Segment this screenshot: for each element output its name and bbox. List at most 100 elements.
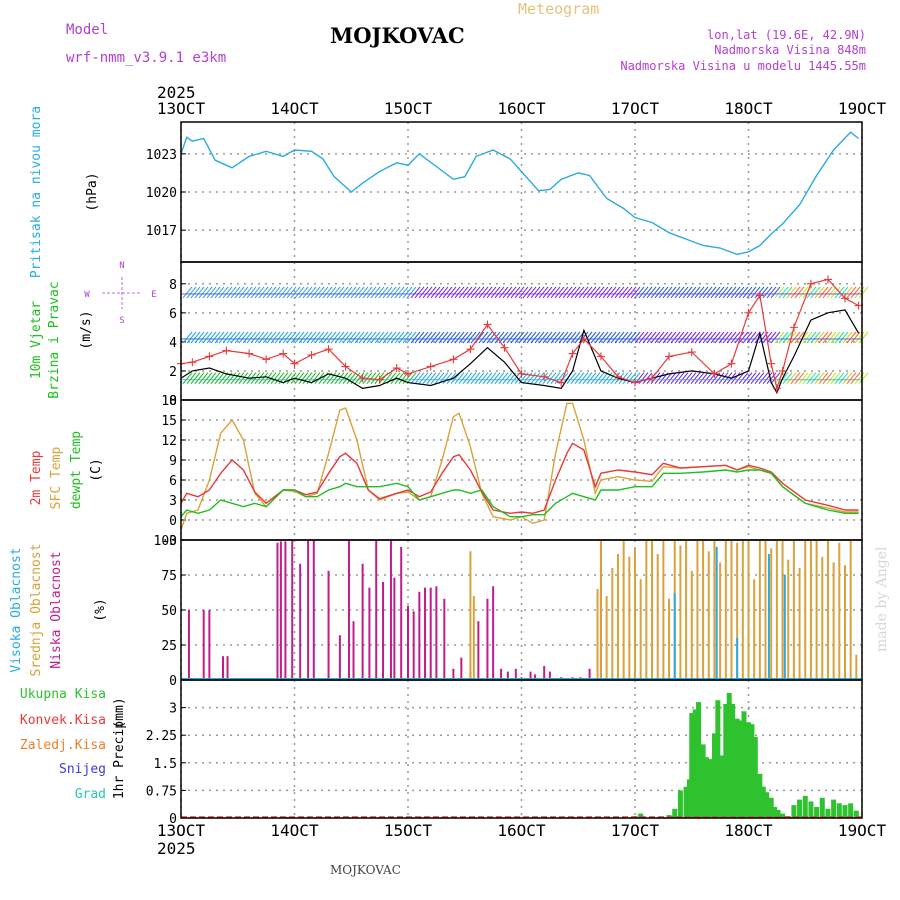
wind-barb bbox=[402, 286, 413, 299]
wind-label-1: 10m Vjetar bbox=[29, 301, 44, 379]
wind-barb bbox=[270, 286, 281, 299]
wind-barb bbox=[198, 331, 209, 344]
xtick-top: 17OCT bbox=[611, 99, 660, 118]
wind-barb bbox=[266, 286, 277, 299]
t2m-line bbox=[180, 442, 859, 515]
wind-barb bbox=[622, 372, 633, 385]
precip-bar bbox=[760, 786, 766, 818]
precip-bar bbox=[741, 711, 747, 818]
wind-barb bbox=[778, 331, 789, 344]
wind-barb bbox=[290, 331, 301, 344]
wind-barb bbox=[378, 286, 389, 299]
wind-barb bbox=[394, 286, 405, 299]
wind-gust-marker bbox=[426, 362, 435, 371]
precip-bar bbox=[842, 805, 848, 818]
wind-barb bbox=[578, 286, 589, 299]
wind-barb bbox=[766, 331, 777, 344]
wind-barb bbox=[246, 286, 257, 299]
wind-barb bbox=[694, 331, 705, 344]
wind-barb bbox=[418, 372, 429, 385]
wind-barb bbox=[810, 286, 821, 299]
compass-s: S bbox=[119, 316, 124, 326]
wind-barb bbox=[450, 286, 461, 299]
wind-barb bbox=[218, 286, 229, 299]
ytick-label-precip: 3 bbox=[169, 702, 177, 717]
wind-barb bbox=[362, 286, 373, 299]
wind-barb bbox=[318, 331, 329, 344]
wind-gust-marker bbox=[500, 343, 509, 352]
temp-sfc-label: SFC Temp bbox=[49, 447, 64, 510]
wind-barb bbox=[314, 286, 325, 299]
wind-barb bbox=[614, 286, 625, 299]
wind-barb bbox=[718, 331, 729, 344]
wind-barb bbox=[474, 286, 485, 299]
precip-bar bbox=[734, 718, 740, 818]
wind-gust-marker bbox=[631, 378, 639, 387]
wind-barb bbox=[510, 331, 521, 344]
precip-bar bbox=[764, 792, 770, 818]
wind-barb bbox=[458, 372, 469, 385]
wind-barb bbox=[730, 372, 741, 385]
wind-barb bbox=[566, 331, 577, 344]
wind-barb bbox=[306, 331, 317, 344]
station-title: MOJKOVAC bbox=[330, 23, 465, 48]
wind-barb bbox=[690, 286, 701, 299]
wind-gust-marker bbox=[324, 345, 333, 354]
wind-unit: (m/s) bbox=[79, 310, 94, 349]
wind-barb bbox=[734, 372, 745, 385]
wind-gust-marker bbox=[245, 349, 254, 358]
wind-barb bbox=[694, 372, 705, 385]
wind-barb bbox=[558, 286, 569, 299]
wind-barb bbox=[286, 286, 297, 299]
wind-barb bbox=[722, 286, 733, 299]
wind-barb bbox=[490, 286, 501, 299]
wind-gust-marker bbox=[579, 334, 588, 343]
meteogram-title: Meteogram bbox=[518, 0, 599, 18]
wind-barb bbox=[814, 331, 825, 344]
wind-gust-marker bbox=[568, 349, 577, 358]
wind-barb bbox=[242, 331, 253, 344]
wind-barb bbox=[666, 286, 677, 299]
temp-unit: (C) bbox=[89, 458, 104, 481]
wind-barb bbox=[342, 331, 353, 344]
wind-barb bbox=[298, 372, 309, 385]
wind-barb bbox=[342, 286, 353, 299]
wind-barb bbox=[522, 286, 533, 299]
wind-barb bbox=[334, 331, 345, 344]
wind-barb bbox=[538, 286, 549, 299]
precip-bar bbox=[819, 797, 825, 818]
wind-barb bbox=[662, 286, 673, 299]
wind-barb bbox=[378, 331, 389, 344]
wind-barb bbox=[794, 372, 805, 385]
wind-barb bbox=[674, 372, 685, 385]
wind-barb bbox=[546, 331, 557, 344]
wind-barb bbox=[770, 331, 781, 344]
precip-bar bbox=[808, 801, 814, 818]
wind-barb bbox=[802, 372, 813, 385]
wind-barb bbox=[422, 331, 433, 344]
wind-barb bbox=[858, 286, 869, 299]
wind-barb bbox=[626, 331, 637, 344]
wind-barb bbox=[598, 286, 609, 299]
dewpoint-line bbox=[180, 469, 859, 518]
model-name: wrf-nmm_v3.9.1 e3km bbox=[66, 50, 226, 66]
wind-gust-marker bbox=[307, 350, 316, 359]
wind-barb bbox=[298, 286, 309, 299]
wind-barb bbox=[618, 331, 629, 344]
wind-gust-marker bbox=[188, 358, 197, 367]
wind-barb bbox=[262, 331, 273, 344]
wind-barb bbox=[294, 331, 305, 344]
wind-barb bbox=[282, 286, 293, 299]
wind-barb bbox=[830, 286, 841, 299]
wind-barb bbox=[818, 331, 829, 344]
wind-barb bbox=[302, 372, 313, 385]
wind-barb bbox=[202, 286, 213, 299]
wind-gust-marker bbox=[648, 374, 657, 383]
wind-barb bbox=[310, 286, 321, 299]
wind-barb bbox=[382, 286, 393, 299]
wind-gust-marker bbox=[358, 374, 367, 383]
wind-barb bbox=[214, 372, 225, 385]
wind-barb bbox=[434, 286, 445, 299]
wind-gust-marker bbox=[806, 279, 815, 288]
wind-barb bbox=[234, 331, 245, 344]
